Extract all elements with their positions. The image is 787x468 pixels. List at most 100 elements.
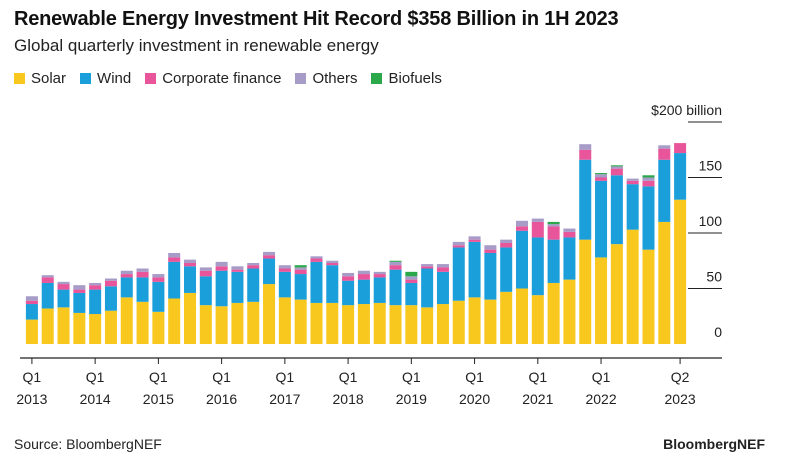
bar-segment-solar [104, 310, 117, 344]
bar-segment-corporate-finance [515, 226, 529, 231]
x-tick-label-quarter: Q1 [86, 369, 105, 385]
bar-segment-corporate-finance [136, 271, 149, 278]
bar-segment-corporate-finance [658, 148, 671, 160]
bar-segment-others [642, 177, 655, 181]
bar-segment-wind [357, 279, 370, 305]
y-tick-label: 0 [714, 324, 722, 340]
bar-segment-others [515, 220, 529, 227]
bar-segment-corporate-finance [484, 249, 497, 253]
bar-segment-wind [310, 261, 323, 303]
bar-segment-solar [500, 291, 513, 344]
bar-segment-solar [168, 298, 181, 344]
bar-segment-corporate-finance [41, 277, 54, 283]
bar-segment-solar [120, 297, 133, 344]
bar-segment-wind [531, 237, 544, 296]
x-tick-label-quarter: Q1 [402, 369, 421, 385]
brand-logo: BloombergNEF [663, 436, 765, 452]
bar-segment-corporate-finance [405, 279, 418, 283]
stacked-bar-chart: 0 50 100 150 $200 billion Q1 2013 Q1 2014 Q1 2015 Q… [16, 102, 723, 407]
bar-segment-wind [231, 271, 244, 303]
bar-segment-corporate-finance [25, 300, 38, 305]
bar-segment-others [89, 282, 102, 286]
bar-segment-corporate-finance [674, 143, 687, 154]
bar-segment-corporate-finance [152, 277, 165, 282]
bar-segment-others [436, 264, 449, 268]
bar-segment-wind [104, 286, 117, 311]
bar-segment-solar [247, 301, 260, 344]
x-tick-label-year: 2020 [459, 391, 490, 407]
bar-segment-solar [89, 314, 102, 344]
bar-segment-others [247, 262, 260, 266]
bar-segment-others [152, 274, 165, 278]
x-tick-label-year: 2018 [333, 391, 364, 407]
bar-segment-wind [500, 247, 513, 292]
bar-segment-corporate-finance [342, 276, 355, 281]
bar-segment-biofuels [294, 265, 307, 268]
bar-segment-biofuels [642, 175, 655, 178]
bar-segment-corporate-finance [373, 274, 386, 278]
bar-segment-solar [152, 311, 165, 344]
bar-segment-solar [405, 305, 418, 344]
bar-segment-biofuels [547, 221, 560, 225]
bar-segment-wind [25, 304, 38, 320]
bar-segment-others [452, 241, 465, 246]
bar-segment-wind [595, 180, 608, 258]
x-tick-label-year: 2023 [665, 391, 696, 407]
bar-segment-others [215, 261, 228, 267]
bar-segment-corporate-finance [563, 231, 576, 238]
bar-segment-others [563, 228, 576, 232]
bar-segment-biofuels [610, 165, 623, 167]
legend-item-wind: Wind [80, 70, 131, 87]
bar-segment-wind [610, 175, 623, 245]
bar-segment-solar [452, 300, 465, 344]
bar-segment-wind [168, 261, 181, 299]
bar-segment-solar [263, 284, 276, 344]
bar-segment-others [373, 271, 386, 275]
bar-segment-solar [674, 199, 687, 344]
y-tick-label: 150 [699, 158, 723, 174]
y-tick-label: 50 [706, 269, 722, 285]
bar-segment-others [263, 251, 276, 256]
bar-segment-corporate-finance [642, 180, 655, 187]
bar-segment-wind [436, 271, 449, 305]
bar-segment-solar [389, 305, 402, 344]
bar-segment-wind [294, 274, 307, 300]
chart-legend: Solar Wind Corporate finance Others Biof… [14, 70, 442, 87]
bar-segment-others [57, 281, 70, 285]
bar-segment-others [547, 224, 560, 227]
bar-segment-wind [263, 258, 276, 285]
x-tick-label-year: 2014 [80, 391, 111, 407]
bar-segment-solar [563, 279, 576, 344]
bar-segment-others [294, 267, 307, 270]
legend-item-solar: Solar [14, 70, 66, 87]
bar-segment-solar [658, 221, 671, 344]
legend-swatch-others [295, 73, 307, 84]
bar-segment-corporate-finance [626, 180, 639, 185]
legend-item-biofuels: Biofuels [371, 70, 442, 87]
x-tick-label-quarter: Q1 [339, 369, 358, 385]
bar-segment-corporate-finance [468, 239, 481, 242]
y-tick-label: $200 billion [651, 102, 722, 118]
bar-segment-others [626, 178, 639, 181]
bar-segment-solar [199, 305, 212, 344]
bar-segment-wind [326, 265, 339, 303]
bar-segment-others [326, 260, 339, 263]
bar-segment-wind [468, 241, 481, 298]
bar-segment-corporate-finance [183, 262, 197, 267]
bar-segment-wind [563, 237, 576, 280]
bar-segment-others [25, 296, 38, 301]
x-tick-label-year: 2017 [269, 391, 300, 407]
bar-segment-corporate-finance [436, 267, 449, 272]
bar-segment-solar [515, 288, 529, 344]
bar-segment-wind [405, 282, 418, 306]
source-note: Source: BloombergNEF [14, 436, 162, 452]
legend-label-wind: Wind [97, 70, 132, 87]
bar-segment-solar [136, 301, 149, 344]
x-tick-label-quarter: Q1 [276, 369, 295, 385]
bar-segment-solar [326, 302, 339, 344]
bar-segment-biofuels [595, 173, 608, 175]
bar-segment-solar [468, 297, 481, 344]
bar-segment-solar [357, 304, 370, 344]
x-tick-label-quarter: Q1 [149, 369, 168, 385]
bar-segment-corporate-finance [231, 269, 244, 272]
